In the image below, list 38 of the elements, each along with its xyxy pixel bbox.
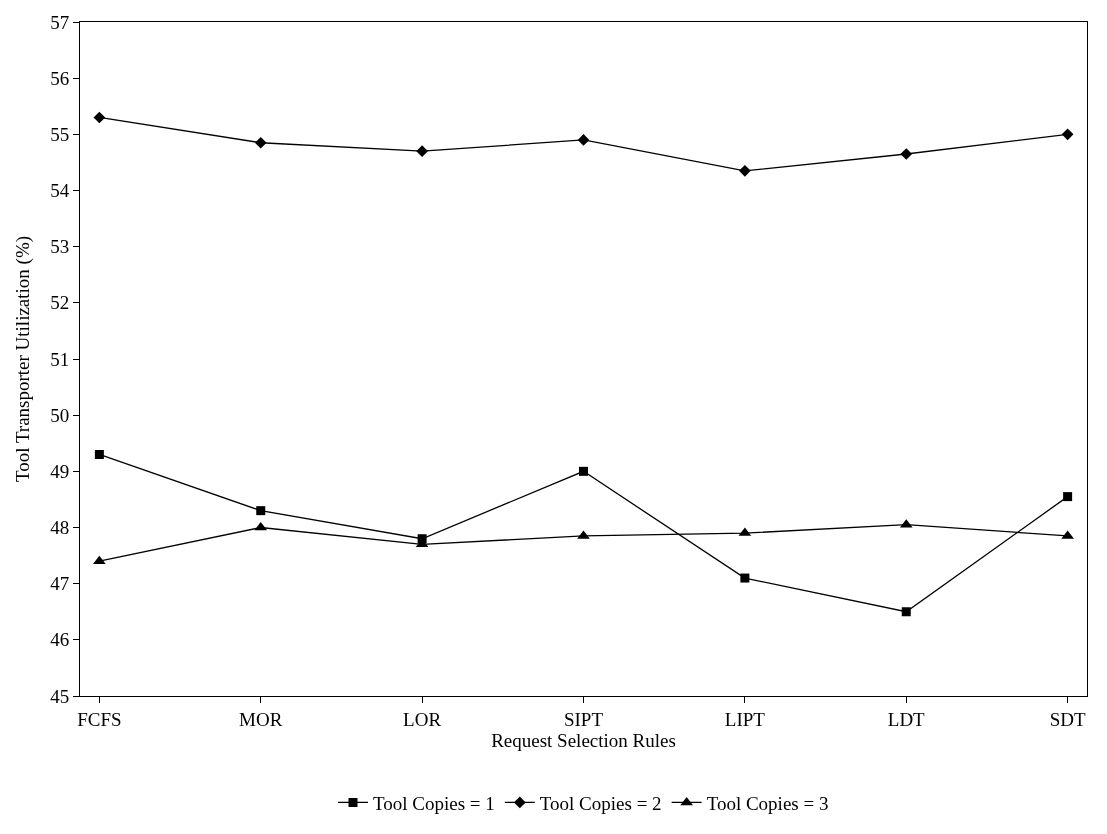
point bbox=[740, 573, 750, 583]
point bbox=[254, 136, 267, 149]
y-tick-label: 47 bbox=[50, 573, 70, 595]
point bbox=[1061, 128, 1074, 141]
point bbox=[577, 134, 590, 146]
point bbox=[900, 148, 913, 160]
x-tick-label: LOR bbox=[403, 708, 442, 730]
y-tick-label: 53 bbox=[50, 236, 70, 258]
y-tick-label: 50 bbox=[50, 404, 70, 426]
y-tick-label: 49 bbox=[50, 460, 70, 482]
point bbox=[93, 111, 106, 124]
y-tick-label: 45 bbox=[50, 685, 70, 707]
point bbox=[94, 449, 104, 459]
point bbox=[1063, 492, 1073, 502]
y-axis-title: Tool Transporter Utilization (%) bbox=[12, 235, 35, 483]
y-tick-label: 51 bbox=[50, 348, 70, 370]
point bbox=[901, 607, 911, 617]
y-tick-label: 46 bbox=[50, 629, 70, 651]
point bbox=[739, 164, 751, 177]
x-tick-label: MOR bbox=[239, 708, 283, 730]
y-tick-label: 52 bbox=[50, 292, 70, 314]
y-tick-label: 54 bbox=[50, 180, 70, 202]
x-tick-label: SIPT bbox=[563, 708, 604, 730]
y-tick-label: 55 bbox=[50, 123, 70, 145]
y-tick-label: 48 bbox=[50, 517, 70, 539]
point bbox=[416, 145, 428, 158]
y-tick-label: 57 bbox=[50, 11, 70, 33]
legend-label: Tool Copies = 3 bbox=[706, 792, 829, 814]
x-axis-title: Request Selection Rules bbox=[491, 729, 676, 751]
point bbox=[579, 466, 588, 476]
x-tick-label: LIPT bbox=[724, 708, 766, 730]
x-tick-label: LDT bbox=[887, 708, 926, 730]
legend-label: Tool Copies = 2 bbox=[539, 792, 662, 814]
x-tick-label: SDT bbox=[1049, 708, 1086, 730]
y-tick-label: 56 bbox=[50, 67, 70, 89]
x-tick-label: FCFS bbox=[77, 708, 122, 730]
legend-label: Tool Copies = 1 bbox=[373, 792, 495, 814]
point bbox=[256, 506, 266, 516]
